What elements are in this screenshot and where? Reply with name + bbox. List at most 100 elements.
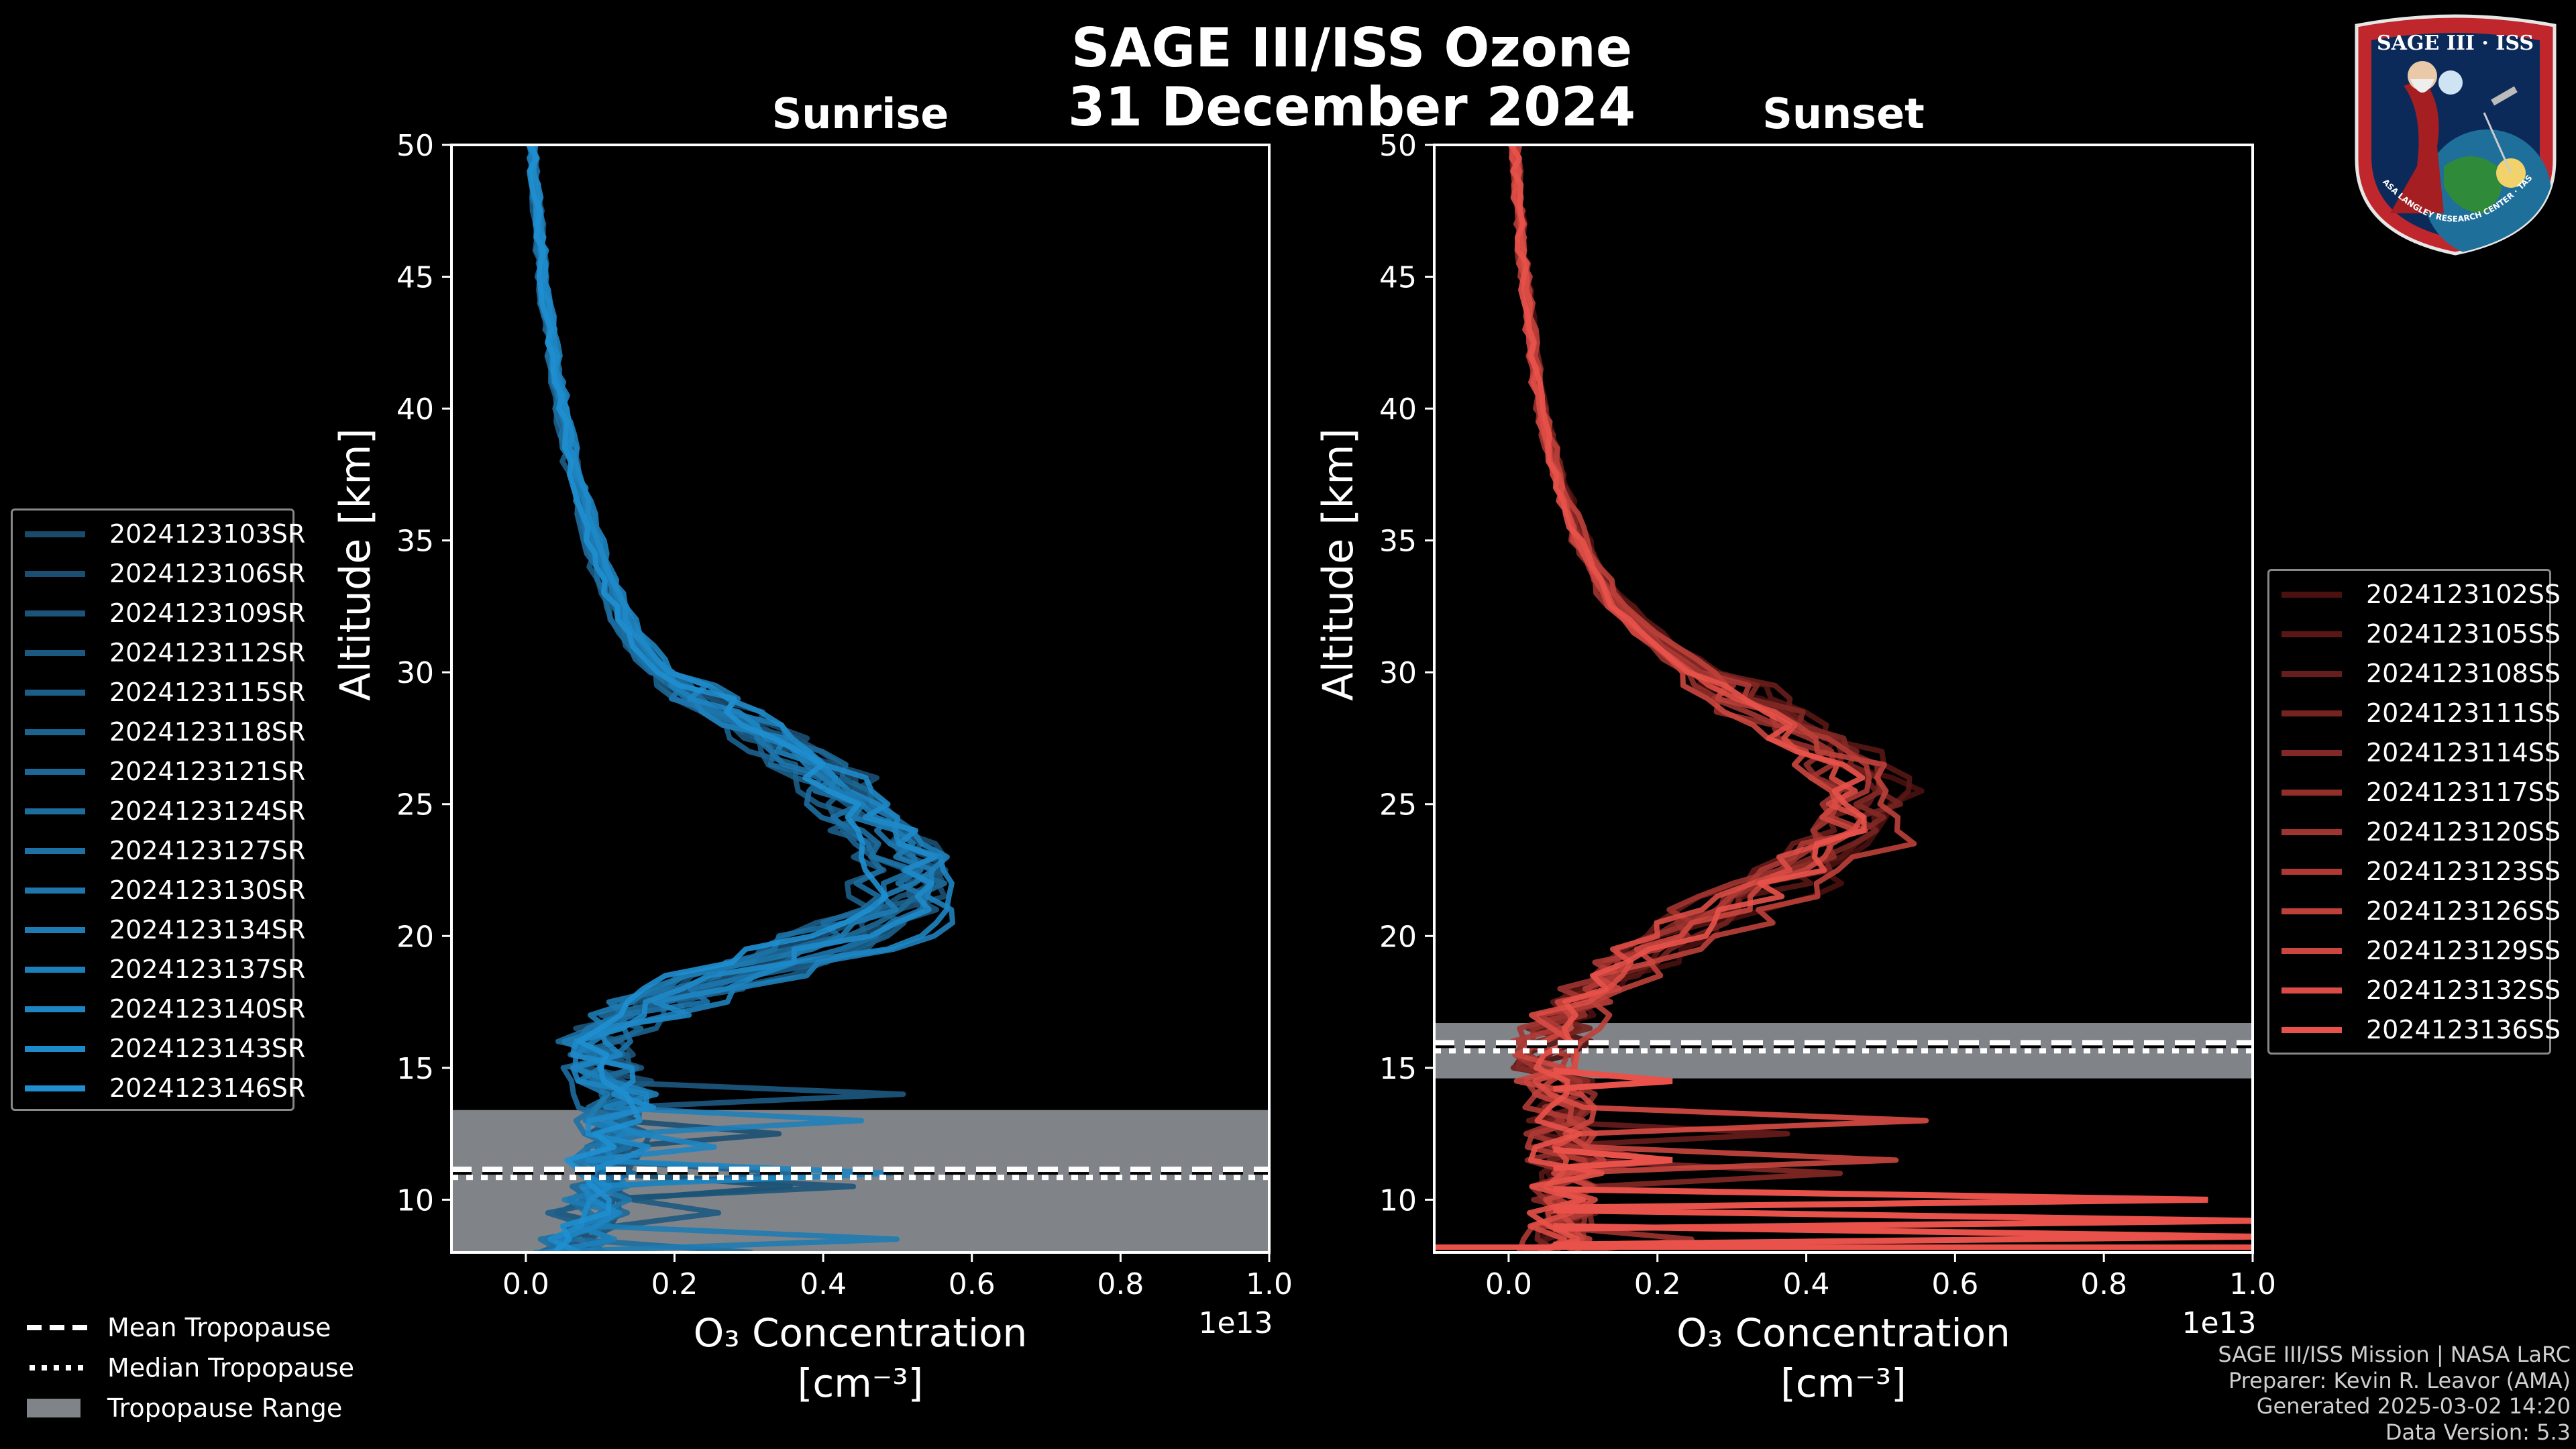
- legend-entry-2024123134SR: 2024123134SR: [13, 910, 305, 949]
- sunset-ytick-label: 25: [1379, 788, 1417, 822]
- legend-swatch: [25, 847, 85, 854]
- legend-label: 2024123120SS: [2366, 817, 2561, 847]
- legend-swatch: [25, 1085, 85, 1091]
- sunrise-xlabel: O₃ Concentration: [694, 1310, 1028, 1356]
- sunrise-ytick-label: 30: [396, 656, 434, 690]
- legend-label: 2024123103SR: [109, 519, 306, 549]
- legend-label: 2024123115SR: [109, 678, 306, 707]
- sunset-xtick-label: 0.0: [1485, 1267, 1532, 1301]
- sunset-ylabel: Altitude [km]: [1313, 428, 1362, 701]
- sunrise-series-2024123146SR: [527, 145, 889, 1252]
- legend-label: 2024123112SR: [109, 638, 306, 667]
- legend-label: 2024123102SS: [2366, 580, 2561, 609]
- sunset-ytick-label: 50: [1379, 129, 1417, 163]
- legend-swatch: [25, 531, 85, 537]
- sunset-ytick-label: 40: [1379, 392, 1417, 427]
- legend-entry-2024123127SR: 2024123127SR: [13, 831, 305, 870]
- legend-entry-2024123140SR: 2024123140SR: [13, 989, 305, 1028]
- sunrise-xtick-label: 1.0: [1246, 1267, 1293, 1301]
- legend-swatch: [2282, 1026, 2342, 1033]
- sunrise-xlabel-units: [cm⁻³]: [798, 1360, 924, 1406]
- sunset-ytick-label: 10: [1379, 1183, 1417, 1218]
- sunrise-ylabel: Altitude [km]: [331, 428, 380, 701]
- legend-label: 2024123106SR: [109, 559, 306, 588]
- legend-label: 2024123146SR: [109, 1073, 306, 1103]
- legend-entry-2024123123SS: 2024123123SS: [2269, 852, 2561, 891]
- sunrise-ytick-label: 35: [396, 525, 434, 559]
- footer-mission: SAGE III/ISS Mission | NASA LaRC: [2218, 1342, 2571, 1368]
- figure-title-line2: 31 December 2024: [1067, 76, 1636, 138]
- sunset-xtick-label: 0.4: [1783, 1267, 1830, 1301]
- legend-entry-2024123121SR: 2024123121SR: [13, 752, 305, 791]
- sunrise-xtick-label: 0.0: [502, 1267, 549, 1301]
- legend-label: 2024123129SS: [2366, 936, 2561, 965]
- sunrise-series-group: [526, 145, 955, 1252]
- sunrise-ytick-label: 25: [396, 788, 434, 822]
- legend-entry-2024123129SS: 2024123129SS: [2269, 931, 2561, 970]
- sunset-xtick-label: 0.6: [1931, 1267, 1978, 1301]
- tropopause-range-entry: Tropopause Range: [27, 1389, 342, 1428]
- legend-swatch: [25, 1045, 85, 1052]
- legend-swatch: [25, 649, 85, 656]
- legend-label: 2024123140SR: [109, 994, 306, 1024]
- sunset-spike-2: [1553, 1186, 2208, 1211]
- legend-swatch: [25, 926, 85, 933]
- legend-entry-2024123111SS: 2024123111SS: [2269, 694, 2561, 733]
- sunset-spike-3: [1553, 1146, 1673, 1171]
- legend-swatch: [25, 689, 85, 696]
- legend-label: 2024123114SS: [2366, 738, 2561, 767]
- sunrise-ytick-label: 45: [396, 261, 434, 295]
- legend-entry-2024123136SS: 2024123136SS: [2269, 1010, 2561, 1049]
- legend-entry-2024123120SS: 2024123120SS: [2269, 812, 2561, 851]
- sunset-ytick-label: 35: [1379, 525, 1417, 559]
- sunrise-xtick-label: 0.6: [949, 1267, 996, 1301]
- sunrise-xtick-label: 0.4: [800, 1267, 847, 1301]
- legend-label: 2024123111SS: [2366, 698, 2561, 728]
- legend-swatch: [25, 729, 85, 735]
- legend-label: 2024123118SR: [109, 717, 306, 747]
- legend-swatch: [2282, 987, 2342, 994]
- legend-label: 2024123130SR: [109, 875, 306, 905]
- legend-label: 2024123132SS: [2366, 975, 2561, 1005]
- sunrise-xtick-label: 0.2: [651, 1267, 698, 1301]
- mean-tropopause-label: Mean Tropopause: [107, 1313, 331, 1342]
- sunset-xlabel: O₃ Concentration: [1676, 1310, 2010, 1356]
- legend-swatch: [2282, 828, 2342, 835]
- legend-swatch: [25, 768, 85, 775]
- legend-swatch: [25, 887, 85, 894]
- sunrise-ytick-label: 40: [396, 392, 434, 427]
- sunset-ytick-label: 20: [1379, 920, 1417, 954]
- footer-version: Data Version: 5.3: [2385, 1419, 2571, 1445]
- legend-label: 2024123105SS: [2366, 619, 2561, 649]
- sunrise-ytick-label: 10: [396, 1183, 434, 1218]
- legend-label: 2024123143SR: [109, 1034, 306, 1063]
- sunset-series-2024123132SS: [1509, 145, 1929, 1252]
- sunset-series-2024123136SS: [1509, 145, 1867, 1252]
- sunrise-xtick-label: 0.8: [1097, 1267, 1144, 1301]
- sunset-ytick-label: 15: [1379, 1052, 1417, 1086]
- legend-entry-2024123126SS: 2024123126SS: [2269, 892, 2561, 930]
- sunrise-plot: 0.0 0.2 0.4 0.6 0.8 1.0 10 15 20 25 30 35 40 45 50 Sunr…: [331, 89, 1293, 1406]
- legend-label: 2024123134SR: [109, 915, 306, 945]
- legend-swatch: [25, 966, 85, 973]
- legend-swatch: [2282, 908, 2342, 914]
- sunset-ytick-label: 30: [1379, 656, 1417, 690]
- legend-entry-2024123103SR: 2024123103SR: [13, 515, 305, 553]
- legend-label: 2024123109SR: [109, 598, 306, 628]
- footer-generated: Generated 2025-03-02 14:20: [2256, 1393, 2571, 1419]
- legend-swatch: [2282, 591, 2342, 598]
- mean-tropopause-entry: Mean Tropopause: [27, 1308, 331, 1347]
- legend-swatch: [2282, 947, 2342, 954]
- legend-label: 2024123123SS: [2366, 857, 2561, 886]
- sunset-plot: 0.0 0.2 0.4 0.6 0.8 1.0 10 15 20 25 30 35 40 45 50 Suns…: [1313, 89, 2276, 1406]
- median-tropopause-label: Median Tropopause: [107, 1353, 354, 1383]
- legend-label: 2024123121SR: [109, 757, 306, 786]
- sunset-xtick-label: 1.0: [2229, 1267, 2276, 1301]
- legend-label: 2024123124SR: [109, 796, 306, 826]
- legend-entry-2024123124SR: 2024123124SR: [13, 792, 305, 830]
- legend-swatch: [25, 610, 85, 616]
- legend-swatch: [2282, 710, 2342, 716]
- badge-name: SAGE III · ISS: [2377, 32, 2534, 55]
- range-swatch-icon: [27, 1399, 80, 1417]
